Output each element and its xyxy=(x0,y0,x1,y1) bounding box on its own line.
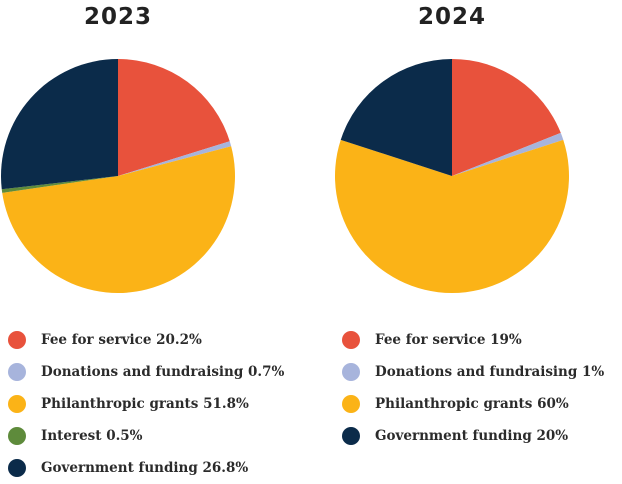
legend-2024: Fee for service 19% Donations and fundrai… xyxy=(342,324,604,452)
pie-slice xyxy=(118,141,232,176)
pie-slice xyxy=(335,139,569,294)
legend-label: Interest 0.5% xyxy=(41,428,143,444)
legend-swatch xyxy=(342,395,360,413)
pie-slice xyxy=(340,59,452,176)
legend-swatch xyxy=(8,427,26,445)
legend-item: Philanthropic grants 60% xyxy=(342,388,604,420)
legend-2023: Fee for service 20.2% Donations and fundr… xyxy=(8,324,284,484)
legend-label: Philanthropic grants 60% xyxy=(375,396,569,412)
pie-2023 xyxy=(1,59,235,293)
chart-title-2024: 2024 xyxy=(417,4,486,30)
legend-item: Donations and fundraising 0.7% xyxy=(8,356,284,388)
legend-item: Fee for service 19% xyxy=(342,324,604,356)
legend-item: Interest 0.5% xyxy=(8,420,284,452)
pie-2024 xyxy=(335,59,569,294)
chart-title-2023: 2023 xyxy=(83,4,152,30)
legend-item: Fee for service 20.2% xyxy=(8,324,284,356)
legend-swatch xyxy=(8,395,26,413)
legend-label: Government funding 26.8% xyxy=(41,460,249,476)
pie-chart-2023: 2023 Fee for service 20.2% Donations and … xyxy=(0,0,311,481)
pie-slice xyxy=(2,146,235,293)
legend-swatch xyxy=(8,331,26,349)
pie-slice xyxy=(452,59,561,176)
pie-chart-2024: 2024 Fee for service 19% Donations and fu… xyxy=(311,0,622,481)
pie-slice xyxy=(1,176,118,193)
legend-item: Philanthropic grants 51.8% xyxy=(8,388,284,420)
legend-swatch xyxy=(342,363,360,381)
legend-label: Government funding 20% xyxy=(375,428,569,444)
legend-label: Philanthropic grants 51.8% xyxy=(41,396,249,412)
legend-label: Fee for service 20.2% xyxy=(41,332,202,348)
legend-label: Donations and fundraising 1% xyxy=(375,364,605,380)
pie-slice xyxy=(118,59,230,176)
legend-item: Donations and fundraising 1% xyxy=(342,356,604,388)
legend-label: Donations and fundraising 0.7% xyxy=(41,364,285,380)
legend-swatch xyxy=(342,427,360,445)
pie-slice xyxy=(452,132,564,176)
legend-label: Fee for service 19% xyxy=(375,332,522,348)
legend-item: Government funding 26.8% xyxy=(8,452,284,484)
legend-item: Government funding 20% xyxy=(342,420,604,452)
legend-swatch xyxy=(8,363,26,381)
legend-swatch xyxy=(342,331,360,349)
pie-slice xyxy=(1,59,118,190)
legend-swatch xyxy=(8,459,26,477)
